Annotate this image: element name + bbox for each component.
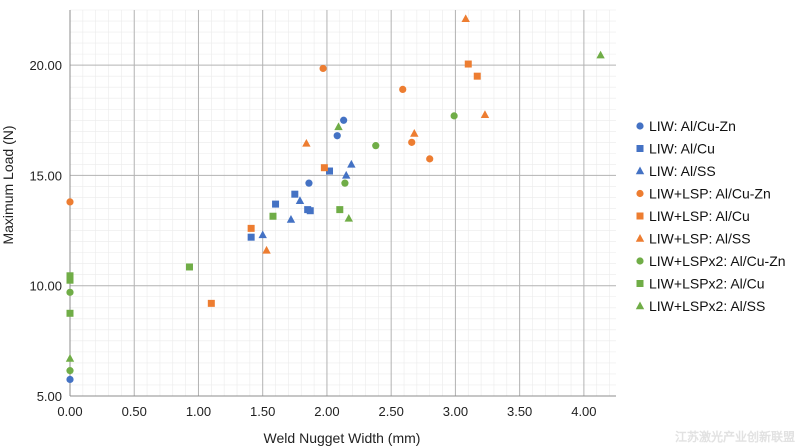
data-point xyxy=(461,14,470,23)
data-point xyxy=(66,367,74,375)
legend-marker xyxy=(635,166,645,175)
data-point xyxy=(66,288,74,296)
legend-label: LIW: Al/Cu xyxy=(649,141,715,157)
legend-marker xyxy=(635,301,645,310)
legend-marker xyxy=(636,145,644,152)
data-point xyxy=(305,179,313,187)
data-point xyxy=(333,132,341,140)
x-tick-label: 3.00 xyxy=(443,404,468,419)
data-point xyxy=(319,64,327,73)
y-tick-label: 20.00 xyxy=(29,58,62,73)
x-tick-label: 2.00 xyxy=(314,404,339,419)
legend-marker xyxy=(636,257,644,265)
data-point xyxy=(295,196,305,204)
data-point xyxy=(247,233,255,241)
data-point xyxy=(207,299,215,307)
x-tick-label: 3.50 xyxy=(507,404,532,419)
data-point xyxy=(596,50,605,59)
x-tick-label: 0.50 xyxy=(122,404,147,419)
data-point xyxy=(326,167,334,175)
data-point xyxy=(272,200,280,208)
legend-label: LIW+LSP: Al/SS xyxy=(649,231,751,247)
data-point xyxy=(302,138,311,147)
data-point xyxy=(480,110,490,118)
data-point xyxy=(347,159,356,168)
x-tick-label: 1.00 xyxy=(186,404,211,419)
data-points xyxy=(65,14,605,384)
data-point xyxy=(372,142,380,150)
data-point xyxy=(262,245,271,254)
data-point xyxy=(340,116,348,124)
y-tick-label: 15.00 xyxy=(29,168,62,183)
x-tick-label: 4.00 xyxy=(571,404,596,419)
legend-label: LIW+LSP: Al/Cu-Zn xyxy=(649,186,771,202)
legend: LIW: Al/Cu-Zn LIW: Al/Cu LIW: Al/SS LIW+LSP… xyxy=(635,118,786,314)
data-point xyxy=(247,224,255,232)
legend-label: LIW: Al/Cu-Zn xyxy=(649,118,736,134)
data-point xyxy=(342,170,351,179)
data-point xyxy=(408,138,416,146)
data-point xyxy=(344,213,353,222)
data-point xyxy=(410,129,419,137)
data-point xyxy=(336,206,344,214)
data-point xyxy=(66,276,74,284)
legend-label: LIW+LSPx2: Al/Cu xyxy=(649,276,765,292)
watermark-text: 江苏激光产业创新联盟 xyxy=(675,429,795,444)
data-point xyxy=(66,309,74,317)
data-point xyxy=(291,190,299,198)
legend-label: LIW+LSP: Al/Cu xyxy=(649,208,750,224)
legend-marker xyxy=(636,280,644,287)
data-point xyxy=(473,72,481,80)
x-axis-title: Weld Nugget Width (mm) xyxy=(264,430,421,446)
legend-marker xyxy=(636,189,644,198)
data-point xyxy=(426,155,434,163)
legend-marker xyxy=(636,212,644,220)
data-point xyxy=(464,60,472,68)
y-tick-label: 10.00 xyxy=(29,279,62,294)
data-point xyxy=(341,179,349,187)
data-point xyxy=(306,207,314,215)
x-tick-label: 2.50 xyxy=(379,404,404,419)
legend-marker xyxy=(635,234,645,242)
data-point xyxy=(450,112,458,120)
data-point xyxy=(185,263,193,271)
legend-marker xyxy=(636,122,644,130)
data-point xyxy=(65,354,75,362)
data-point xyxy=(66,272,74,280)
data-point xyxy=(320,164,328,172)
data-point xyxy=(286,215,296,223)
y-axis-title: Maximum Load (N) xyxy=(0,125,16,244)
legend-label: LIW+LSPx2: Al/SS xyxy=(649,298,765,314)
y-tick-label: 5.00 xyxy=(37,389,62,404)
x-tick-label: 0.00 xyxy=(57,404,82,419)
data-point xyxy=(258,230,267,239)
data-point xyxy=(334,122,343,131)
data-point xyxy=(66,375,74,384)
data-point xyxy=(66,198,74,206)
data-point xyxy=(269,212,277,220)
data-point xyxy=(399,85,407,94)
legend-label: LIW+LSPx2: Al/Cu-Zn xyxy=(649,253,786,269)
grid xyxy=(69,9,616,397)
legend-label: LIW: Al/SS xyxy=(649,163,716,179)
x-tick-label: 1.50 xyxy=(250,404,275,419)
axes: 0.00 0.50 1.00 1.50 2.00 2.50 3.00 3.50 4.00 5.00… xyxy=(29,10,616,419)
